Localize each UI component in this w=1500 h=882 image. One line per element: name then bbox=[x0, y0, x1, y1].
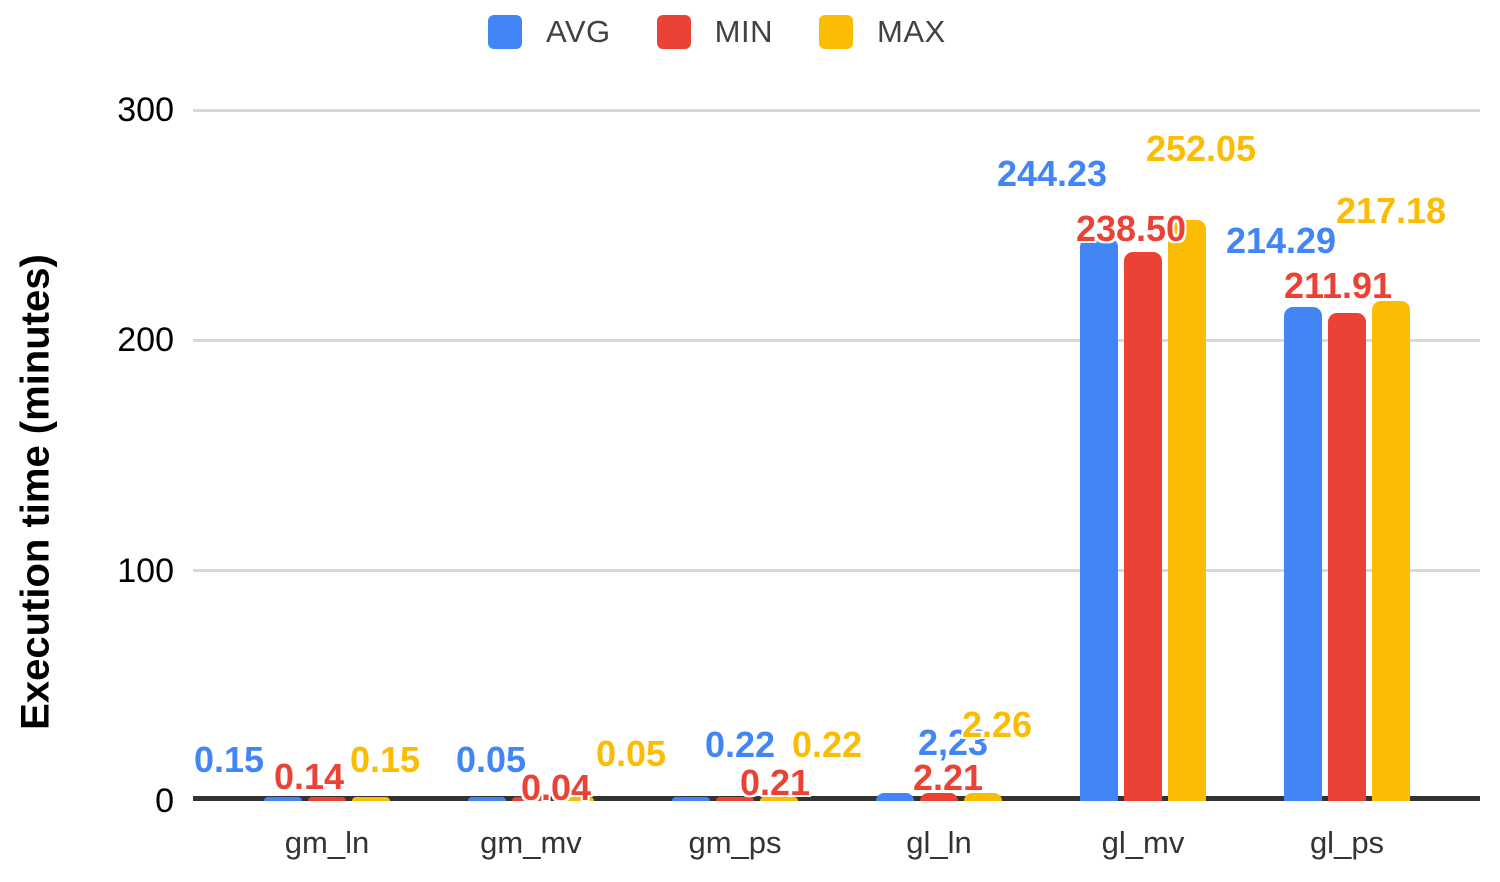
value-label-avg-gm_ln: 0.15 bbox=[193, 739, 265, 780]
value-label-max-gl_ps: 217.18 bbox=[1335, 190, 1447, 231]
bar-max-gl_ps bbox=[1372, 300, 1410, 801]
bar-min-gm_mv bbox=[512, 797, 550, 801]
value-label-max-gl_mv: 252.05 bbox=[1145, 128, 1257, 169]
value-label-max-gm_ln: 0.15 bbox=[349, 739, 421, 780]
value-label-min-gm_ps: 0.21 bbox=[739, 762, 811, 803]
x-axis-label-gl_ln: gl_ln bbox=[906, 825, 972, 860]
bar-avg-gm_mv bbox=[468, 797, 506, 801]
value-label-max-gm_mv: 0.05 bbox=[595, 733, 667, 774]
value-label-max-gm_ps: 0.22 bbox=[791, 724, 863, 765]
bar-avg-gl_mv bbox=[1080, 238, 1118, 801]
bar-avg-gl_ps bbox=[1284, 307, 1322, 801]
legend-label-min: MIN bbox=[714, 14, 773, 49]
value-label-avg-gl_ln: 2,23 bbox=[917, 722, 989, 763]
value-label-min-gl_ps: 211.91 bbox=[1283, 265, 1393, 306]
bar-min-gm_ps bbox=[716, 797, 754, 801]
gridline-200 bbox=[193, 338, 1480, 342]
value-label-min-gm_mv: 0.04 bbox=[520, 767, 592, 808]
value-label-min-gl_mv: 238.50 bbox=[1075, 208, 1187, 249]
gridline-300 bbox=[193, 108, 1480, 112]
bar-min-gl_ps bbox=[1328, 312, 1366, 801]
x-axis-label-gm_ps: gm_ps bbox=[688, 825, 782, 860]
bar-avg-gm_ps bbox=[672, 797, 710, 801]
x-axis-label-gm_mv: gm_mv bbox=[480, 825, 582, 860]
legend-label-avg: AVG bbox=[546, 14, 611, 49]
legend-swatch-avg-icon bbox=[488, 15, 522, 49]
bar-avg-gl_ln bbox=[876, 793, 914, 801]
value-label-avg-gl_mv: 244.23 bbox=[996, 153, 1108, 194]
y-tick-label-200: 200 bbox=[117, 321, 174, 360]
value-label-avg-gl_ps: 214.29 bbox=[1225, 220, 1337, 261]
x-axis-label-gm_ln: gm_ln bbox=[284, 825, 370, 860]
legend-item-min: MIN bbox=[656, 14, 773, 50]
value-label-avg-gm_mv: 0.05 bbox=[455, 739, 527, 780]
bar-max-gm_ln bbox=[352, 797, 390, 801]
value-label-min-gl_ln: 2.21 bbox=[912, 757, 984, 798]
value-label-max-gl_ln: 2.26 bbox=[961, 704, 1033, 745]
x-axis-label-gl_mv: gl_mv bbox=[1101, 825, 1185, 860]
y-tick-label-300: 300 bbox=[117, 91, 174, 129]
x-axis-line bbox=[193, 796, 1480, 801]
x-axis-label-gl_ps: gl_ps bbox=[1309, 825, 1385, 860]
bar-avg-gm_ln bbox=[264, 797, 302, 801]
legend-item-avg: AVG bbox=[488, 14, 611, 50]
legend-label-max: MAX bbox=[877, 14, 946, 49]
value-label-min-gm_ln: 0.14 bbox=[273, 756, 345, 797]
y-tick-label-100: 100 bbox=[117, 551, 174, 590]
bar-max-gl_mv bbox=[1168, 220, 1206, 801]
chart-legend: AVG MIN MAX bbox=[488, 14, 946, 50]
bar-min-gm_ln bbox=[308, 797, 346, 801]
gridline-100 bbox=[193, 569, 1480, 573]
bar-min-gl_ln bbox=[920, 793, 958, 801]
legend-swatch-max-icon bbox=[819, 15, 853, 49]
bar-max-gl_ln bbox=[964, 793, 1002, 801]
y-tick-label-0: 0 bbox=[155, 782, 174, 820]
plot-area bbox=[193, 0, 1480, 801]
bar-max-gm_mv bbox=[556, 797, 594, 801]
value-label-avg-gm_ps: 0.22 bbox=[704, 724, 776, 765]
bar-max-gm_ps bbox=[760, 797, 798, 801]
legend-item-max: MAX bbox=[819, 14, 946, 50]
bar-min-gl_mv bbox=[1124, 251, 1162, 801]
legend-swatch-min-icon bbox=[656, 15, 691, 49]
